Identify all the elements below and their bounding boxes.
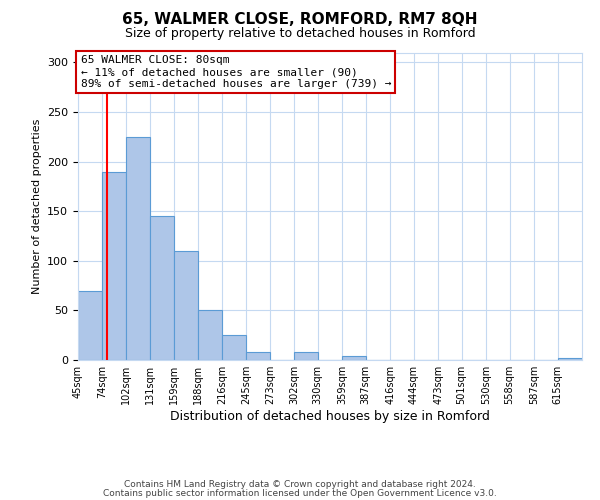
Bar [199,310,222,360]
Text: Size of property relative to detached houses in Romford: Size of property relative to detached ho… [125,28,475,40]
Bar [557,358,582,360]
X-axis label: Distribution of detached houses by size in Romford: Distribution of detached houses by size … [170,410,490,423]
Bar [151,216,174,360]
Bar [103,172,126,360]
Bar [342,356,366,360]
Bar [174,251,199,360]
Y-axis label: Number of detached properties: Number of detached properties [32,118,41,294]
Text: Contains public sector information licensed under the Open Government Licence v3: Contains public sector information licen… [103,488,497,498]
Bar [246,352,270,360]
Text: 65, WALMER CLOSE, ROMFORD, RM7 8QH: 65, WALMER CLOSE, ROMFORD, RM7 8QH [122,12,478,28]
Text: Contains HM Land Registry data © Crown copyright and database right 2024.: Contains HM Land Registry data © Crown c… [124,480,476,489]
Bar [294,352,318,360]
Bar [222,335,246,360]
Text: 65 WALMER CLOSE: 80sqm
← 11% of detached houses are smaller (90)
89% of semi-det: 65 WALMER CLOSE: 80sqm ← 11% of detached… [80,56,391,88]
Bar [126,137,151,360]
Bar [78,290,103,360]
